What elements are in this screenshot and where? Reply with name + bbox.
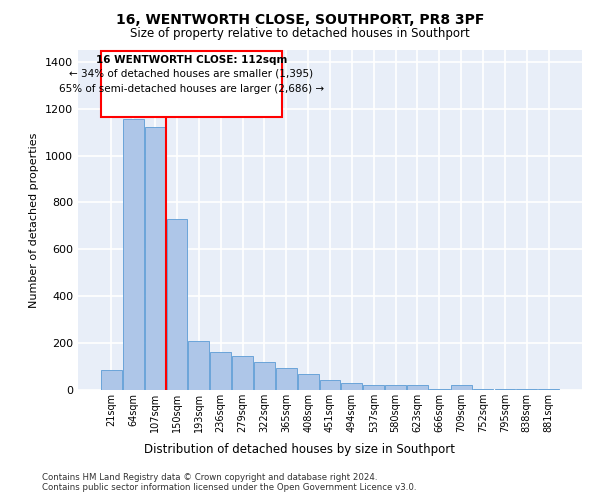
Text: 16 WENTWORTH CLOSE: 112sqm: 16 WENTWORTH CLOSE: 112sqm [95,56,287,66]
Text: Distribution of detached houses by size in Southport: Distribution of detached houses by size … [145,442,455,456]
Bar [451,385,472,390]
Bar [494,389,515,390]
Y-axis label: Number of detached properties: Number of detached properties [29,132,40,308]
Bar [232,356,253,390]
Bar [429,389,450,390]
Bar [145,128,166,390]
Bar [210,352,231,390]
Bar [517,389,537,390]
Bar [123,119,143,390]
Text: ← 34% of detached houses are smaller (1,395): ← 34% of detached houses are smaller (1,… [69,69,313,79]
Bar [538,389,559,390]
Bar [320,380,340,390]
Bar [407,386,428,390]
Bar [385,386,406,390]
Bar [364,385,384,390]
Bar [167,219,187,390]
Text: Contains HM Land Registry data © Crown copyright and database right 2024.: Contains HM Land Registry data © Crown c… [42,472,377,482]
Bar [276,368,296,390]
Bar [101,51,282,117]
Text: Contains public sector information licensed under the Open Government Licence v3: Contains public sector information licen… [42,484,416,492]
Text: Size of property relative to detached houses in Southport: Size of property relative to detached ho… [130,28,470,40]
Bar [101,370,122,390]
Bar [473,389,493,390]
Text: 16, WENTWORTH CLOSE, SOUTHPORT, PR8 3PF: 16, WENTWORTH CLOSE, SOUTHPORT, PR8 3PF [116,12,484,26]
Bar [188,341,209,390]
Bar [341,384,362,390]
Text: 65% of semi-detached houses are larger (2,686) →: 65% of semi-detached houses are larger (… [59,84,324,94]
Bar [298,374,319,390]
Bar [254,362,275,390]
